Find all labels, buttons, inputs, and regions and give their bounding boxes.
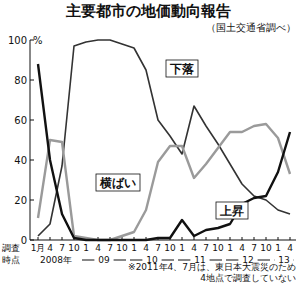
x-tick xyxy=(290,237,291,240)
x-group-rule xyxy=(210,260,222,261)
x-group-rule xyxy=(274,260,275,261)
x-tick-label: 4 xyxy=(95,243,101,253)
x-axis-label: 調査時点 xyxy=(2,243,20,265)
x-tick-label: 1 xyxy=(275,243,281,253)
x-tick xyxy=(230,237,231,240)
x-tick-label: 10 xyxy=(68,243,80,253)
x-tick xyxy=(266,237,267,240)
x-axis-label-part: 調査 xyxy=(2,243,20,253)
series-label-box xyxy=(216,202,248,219)
y-tick-label: 20 xyxy=(14,195,27,206)
subtitle: （国土交通省調べ） xyxy=(206,22,296,33)
x-tick-label: 7 xyxy=(59,243,65,253)
y-tick xyxy=(30,120,34,121)
x-tick-label: 10 xyxy=(212,243,224,253)
title: 主要都市の地価動向報告 xyxy=(65,2,231,20)
x-axis xyxy=(30,240,296,241)
x-tick xyxy=(182,237,183,240)
y-tick xyxy=(30,160,34,161)
x-tick xyxy=(50,237,51,240)
x-tick xyxy=(242,237,243,240)
y-tick xyxy=(30,200,34,201)
plot-marks xyxy=(38,40,290,240)
x-group-rule xyxy=(293,260,294,261)
x-tick xyxy=(206,237,207,240)
y-tick xyxy=(30,80,34,81)
note: 4地点で調査していない xyxy=(200,273,296,283)
background xyxy=(0,0,300,283)
y-tick-label: 60 xyxy=(14,115,27,126)
x-group-rule xyxy=(258,260,270,261)
x-tick-label: 7 xyxy=(155,243,161,253)
y-axis xyxy=(30,40,31,240)
x-tick-label: 4 xyxy=(239,243,245,253)
y-tick-label: 0 xyxy=(21,235,27,246)
series-line xyxy=(38,40,290,236)
x-axis-label-part: 時点 xyxy=(2,255,20,265)
x-tick xyxy=(194,237,195,240)
x-tick-label: 1 xyxy=(179,243,185,253)
x-group-label: 09 xyxy=(98,255,110,265)
x-tick xyxy=(278,237,279,240)
x-group-rule xyxy=(130,260,142,261)
chart: 主要都市の地価動向報告（国土交通省調べ）020406080100%1月47101… xyxy=(0,0,300,283)
y-tick-label: 80 xyxy=(14,75,27,86)
x-tick-label: 7 xyxy=(203,243,209,253)
x-tick xyxy=(254,237,255,240)
x-group-label: 2008年 xyxy=(40,255,72,265)
x-tick xyxy=(218,237,219,240)
x-tick-label: 4 xyxy=(191,243,197,253)
x-tick-label: 10 xyxy=(260,243,272,253)
x-tick-label: 7 xyxy=(251,243,257,253)
series-label: 横ばい xyxy=(99,176,136,190)
x-tick-label: 7 xyxy=(107,243,113,253)
y-tick-label: 100 xyxy=(8,35,27,46)
series-label: 下落 xyxy=(169,62,195,76)
x-group-rule xyxy=(114,260,126,261)
series-label-box xyxy=(166,60,198,77)
x-group-rule xyxy=(162,260,174,261)
series-label-box xyxy=(96,174,140,191)
x-tick-label: 1 xyxy=(227,243,233,253)
y-unit: % xyxy=(33,35,43,46)
x-tick-label: 4 xyxy=(287,243,293,253)
series-line xyxy=(38,64,290,240)
x-group-rule xyxy=(178,260,190,261)
series-line xyxy=(38,124,290,240)
x-tick-label: 1月 xyxy=(31,243,46,253)
x-tick-label: 4 xyxy=(47,243,53,253)
x-tick xyxy=(62,237,63,240)
x-tick-label: 10 xyxy=(164,243,176,253)
x-tick-label: 1 xyxy=(131,243,137,253)
x-tick-label: 4 xyxy=(143,243,149,253)
x-tick-label: 10 xyxy=(116,243,128,253)
y-tick xyxy=(30,240,34,241)
x-group-rule xyxy=(82,260,94,261)
note: ※2011年4、7月は、東日本大震災のため xyxy=(128,262,296,272)
series-label: 上昇 xyxy=(219,204,244,218)
x-tick-label: 1 xyxy=(83,243,89,253)
x-tick xyxy=(38,237,39,240)
y-tick-label: 40 xyxy=(14,155,27,166)
x-group-rule xyxy=(226,260,238,261)
